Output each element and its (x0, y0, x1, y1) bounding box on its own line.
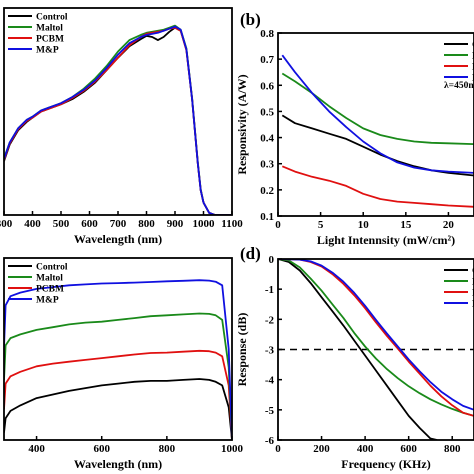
series-group (4, 279, 232, 440)
y-tick-label: 0.8 (260, 28, 274, 40)
x-tick-label: 5 (318, 219, 324, 231)
plot-frame (277, 32, 474, 217)
y-axis-label: Response (dB) (235, 313, 249, 387)
legend-label: Maltol (36, 24, 63, 34)
x-tick-label: 400 (357, 443, 374, 455)
series-line-maltol (278, 259, 474, 417)
x-tick-label: 400 (28, 443, 45, 455)
legend-label: PCBM (472, 289, 474, 299)
x-tick-label: 1000 (221, 443, 244, 455)
x-tick-label: 600 (93, 443, 110, 455)
legend-label: Control (36, 13, 68, 23)
legend-label: Control (472, 267, 474, 277)
annotation: λ=450nm (444, 81, 474, 91)
series-group (278, 259, 474, 440)
series-line-maltol (281, 72, 474, 145)
x-axis-label: Wavelength (nm) (74, 457, 162, 471)
series-line-pcbm (278, 259, 474, 417)
legend-label: M&P (472, 300, 474, 310)
x-tick-label: 300 (0, 218, 13, 230)
legend-label: Control (472, 41, 474, 51)
x-axis-label: Frequency (KHz) (341, 457, 430, 471)
y-tick-label: -3 (265, 345, 275, 357)
y-tick-label: 0.6 (260, 80, 274, 92)
series-line-control (281, 114, 474, 177)
chart-panel-3: 400 600 800 1000 Wavelength (nm) ControlMalto… (3, 257, 244, 471)
y-tick-label: 0.3 (260, 159, 274, 171)
y-tick-label: 0.2 (260, 185, 274, 197)
series-line-control (4, 378, 232, 440)
legend-label: M&P (36, 46, 59, 56)
series-line-mp (4, 279, 232, 440)
series-line-control (278, 259, 438, 440)
legend-label: PCBM (36, 285, 64, 295)
x-tick-label: 800 (159, 443, 176, 455)
series-group (281, 54, 474, 208)
chart-panel-4: 0 200 400 600 800 0 -1 -2 -3 -4 -5 -6 Frequency (KHz… (235, 244, 474, 471)
y-tick-label: 0.5 (260, 106, 274, 118)
panel-label: (b) (240, 10, 261, 29)
legend-label: Maltol (472, 52, 474, 62)
x-tick-label: 15 (400, 219, 412, 231)
series-line-maltol (4, 312, 232, 440)
series-group (4, 24, 232, 215)
x-tick-label: 0 (275, 443, 281, 455)
legend-label: M&P (36, 296, 59, 306)
legend-label: PCBM (36, 35, 64, 45)
legend-label: Control (36, 263, 68, 273)
y-tick-label: 0.1 (260, 211, 274, 223)
x-tick-label: 700 (110, 218, 127, 230)
x-tick-label: 1100 (221, 218, 243, 230)
x-tick-label: 500 (53, 218, 70, 230)
x-tick-label: 800 (444, 443, 461, 455)
x-tick-label: 400 (24, 218, 41, 230)
legend-label: M&P (472, 74, 474, 84)
y-tick-label: 0.4 (260, 133, 274, 145)
x-tick-label: 800 (138, 218, 155, 230)
legend-label: PCBM (472, 63, 474, 73)
chart-panel-2: 0 5 10 15 20 0.1 0.2 0.3 0.4 0.5 0.6 0.7 0.8 Light In… (235, 10, 474, 247)
x-axis-label: Light Intennsity (mW/cm²) (317, 233, 455, 247)
x-tick-label: 600 (81, 218, 98, 230)
y-tick-label: -5 (265, 405, 275, 417)
y-tick-label: 0 (269, 254, 275, 266)
x-tick-label: 200 (313, 443, 330, 455)
legend-label: Maltol (36, 274, 63, 284)
x-tick-label: 1000 (193, 218, 216, 230)
series-line-pcbm (281, 165, 474, 208)
x-tick-label: 20 (443, 219, 455, 231)
chart-panel-1: 300 400 500 600 700 800 900 1000 1100 Wavelength … (0, 7, 243, 246)
panel-label: (d) (240, 244, 261, 263)
series-line-mp (4, 25, 232, 215)
x-axis-label: Wavelength (nm) (74, 232, 162, 246)
y-tick-label: -2 (265, 314, 275, 326)
x-tick-label: 10 (358, 219, 370, 231)
y-axis-label: Responsivity (A/W) (235, 74, 249, 174)
series-line-mp (278, 259, 474, 411)
y-tick-label: 0.7 (260, 54, 274, 66)
x-tick-label: 0 (275, 219, 281, 231)
y-tick-label: -1 (265, 284, 274, 296)
plot-frame (3, 257, 233, 441)
series-line-mp (281, 54, 474, 174)
x-tick-label: 900 (167, 218, 184, 230)
series-line-pcbm (4, 349, 232, 440)
x-tick-label: 600 (400, 443, 417, 455)
y-tick-label: -4 (265, 375, 275, 387)
legend-label: Maltol (472, 278, 474, 288)
y-tick-label: -6 (265, 435, 275, 447)
